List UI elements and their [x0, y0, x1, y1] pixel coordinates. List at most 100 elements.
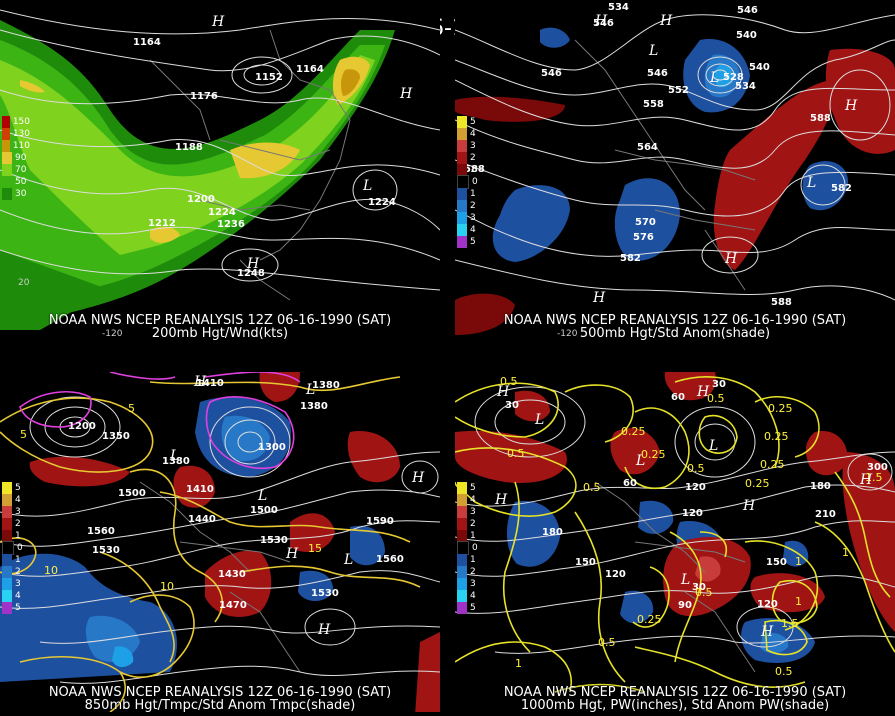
- caption-line1: NOAA NWS NCEP REANALYSIS 12Z 06-16-1990 …: [503, 685, 847, 700]
- contour-label: 546: [737, 5, 758, 16]
- legend-label: 50: [15, 177, 27, 187]
- high-center: H: [411, 470, 425, 486]
- contour-label: 1470: [219, 600, 247, 611]
- pw-label: 0.5: [507, 447, 525, 460]
- pw-label: 0.5: [583, 481, 601, 494]
- legend-swatch: [457, 140, 467, 152]
- anomaly-contours: [19, 372, 301, 469]
- contour-label: 1500: [118, 488, 146, 499]
- legend-entry: 2: [2, 566, 30, 578]
- pw-label: 0.5: [775, 665, 793, 678]
- contour-label: 210: [815, 509, 836, 520]
- legend-entry: 0: [457, 175, 485, 189]
- contour-label: 1440: [188, 514, 216, 525]
- low-center: L: [305, 382, 315, 398]
- legend-entry: 70: [2, 164, 30, 176]
- legend-entry: 130: [2, 128, 30, 140]
- low-center: L: [343, 552, 353, 568]
- legend-850mb: 5 4 3 2 1 0 1 2 3 4 5: [2, 482, 30, 614]
- contour-label: 150: [575, 557, 596, 568]
- legend-entry: 5: [2, 602, 30, 614]
- contour-label: 558: [643, 99, 664, 110]
- legend-entry: 1: [2, 530, 30, 542]
- contour-label: 1530: [260, 535, 288, 546]
- contour-label: 1164: [296, 64, 324, 75]
- high-center: H: [844, 98, 858, 114]
- legend-label: 3: [470, 141, 476, 151]
- legend-swatch: [457, 566, 467, 578]
- coastlines: [594, 481, 756, 673]
- legend-label: 110: [12, 141, 30, 151]
- legend-entry: 4: [457, 590, 485, 602]
- legend-entry: 4: [2, 590, 30, 602]
- contour-label: 1410: [196, 378, 224, 389]
- legend-entry: 5: [457, 236, 485, 248]
- legend-label: 5: [470, 483, 476, 493]
- high-center: H: [211, 14, 225, 30]
- contour-label: 582: [831, 183, 852, 194]
- low-center: L: [534, 412, 544, 428]
- high-center: H: [592, 290, 606, 306]
- contour-label: 1560: [87, 526, 115, 537]
- legend-label: 150: [12, 117, 30, 127]
- legend-swatch: [2, 541, 14, 555]
- legend-entry: 5: [2, 482, 30, 494]
- high-center: H: [399, 86, 413, 102]
- legend-swatch: [2, 128, 10, 140]
- legend-swatch: [2, 494, 12, 506]
- wind-shading: [0, 20, 395, 330]
- legend-entry: 2: [457, 518, 485, 530]
- contour-label: 1590: [366, 516, 394, 527]
- legend-label: 1: [470, 189, 476, 199]
- temp-label: 5: [128, 402, 135, 415]
- contour-label: 1380: [300, 401, 328, 412]
- legend-entry: 4: [2, 494, 30, 506]
- legend-swatch: [457, 518, 467, 530]
- high-center: H: [724, 251, 738, 267]
- legend-swatch: [457, 602, 467, 614]
- temp-label: 5: [20, 428, 27, 441]
- legend-swatch: [457, 482, 467, 494]
- contour-label: 30: [505, 400, 519, 411]
- legend-entry: 1: [2, 554, 30, 566]
- contour-label: 546: [541, 68, 562, 79]
- coastlines: [574, 39, 756, 291]
- axis-label: 20: [18, 278, 30, 288]
- legend-label: 4: [470, 129, 476, 139]
- contour-label: 540: [749, 62, 770, 73]
- caption-line1: NOAA NWS NCEP REANALYSIS 12Z 06-16-1990 …: [503, 313, 847, 328]
- legend-swatch: [457, 224, 467, 236]
- contour-label: 1248: [237, 268, 265, 279]
- legend-entry: 4: [457, 494, 485, 506]
- legend-swatch: [457, 116, 467, 128]
- height-contours: [0, 9, 440, 291]
- legend-entry: 30: [2, 188, 30, 200]
- temp-label: 10: [44, 564, 58, 577]
- contour-label: 1224: [208, 207, 236, 218]
- legend-label: 90: [15, 153, 27, 163]
- contour-label: 552: [668, 85, 689, 96]
- low-center: L: [635, 453, 645, 469]
- legend-entry: 1: [457, 554, 485, 566]
- legend-entry: 2: [457, 566, 485, 578]
- contour-label: 180: [810, 481, 831, 492]
- legend-entry: 4: [457, 224, 485, 236]
- contour-label: 588: [771, 297, 792, 308]
- high-center: H: [659, 13, 673, 29]
- anomaly-shading: [0, 372, 440, 712]
- legend-swatch: [457, 188, 467, 200]
- legend-entry: 110: [2, 140, 30, 152]
- contour-label: 1152: [255, 72, 283, 83]
- pw-label: 0.25: [641, 448, 666, 461]
- panel-1000mb: 30 60 120 60 120 180 150 150 120 180 210…: [455, 372, 895, 712]
- contour-label: 1430: [218, 569, 246, 580]
- high-center: H: [193, 374, 207, 390]
- legend-swatch: [2, 566, 12, 578]
- contour-label: 180: [542, 527, 563, 538]
- contour-label: 1560: [376, 554, 404, 565]
- legend-swatch: [2, 482, 12, 494]
- contour-label: 540: [736, 30, 757, 41]
- pw-label: 1.5: [781, 617, 799, 630]
- temp-label: 15: [308, 542, 322, 555]
- contour-label: 120: [685, 482, 706, 493]
